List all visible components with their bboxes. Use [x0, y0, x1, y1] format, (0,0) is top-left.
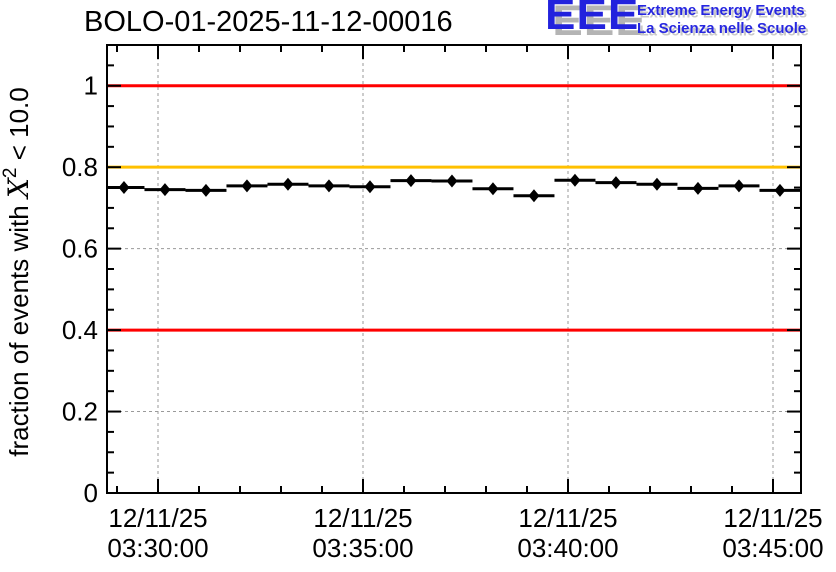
x-tick-date: 12/11/25 — [518, 503, 617, 533]
y-tick-label: 0.4 — [62, 315, 98, 345]
y-axis-title-part: < 10.0 — [4, 87, 34, 167]
x-tick-date: 12/11/25 — [723, 503, 822, 533]
x-tick-time: 03:35:00 — [312, 533, 413, 563]
data-point — [159, 183, 171, 197]
y-axis-title-part: 2 — [0, 168, 21, 179]
data-point — [405, 174, 417, 188]
x-tick-date: 12/11/25 — [108, 503, 207, 533]
eee-logo-text: Extreme Energy Events La Scienza nelle S… — [637, 2, 806, 38]
y-tick-label: 0 — [84, 478, 98, 508]
eee-logo-line1: Extreme Energy Events — [637, 2, 805, 19]
data-point — [692, 181, 704, 195]
data-point — [733, 179, 745, 193]
data-point — [651, 177, 663, 191]
y-tick-label: 0.6 — [62, 234, 98, 264]
y-axis-title-part: fraction of events with — [4, 198, 34, 457]
data-point — [774, 183, 786, 197]
data-point — [200, 183, 212, 197]
x-tick-time: 03:40:00 — [517, 533, 618, 563]
data-point — [364, 180, 376, 194]
y-tick-label: 1 — [84, 71, 98, 101]
data-point — [528, 189, 540, 203]
data-point — [118, 181, 130, 195]
data-point — [446, 174, 458, 188]
y-axis-title: fraction of events with X2 < 10.0 — [0, 87, 35, 456]
eee-logo-line2: La Scienza nelle Scuole — [637, 20, 807, 37]
data-point — [323, 179, 335, 193]
data-point — [241, 179, 253, 193]
data-point — [487, 182, 499, 196]
chart-title: BOLO-01-2025-11-12-00016 — [84, 6, 453, 38]
x-tick-time: 03:45:00 — [722, 533, 823, 563]
y-axis-title-part: X — [2, 177, 35, 200]
y-tick-label: 0.8 — [62, 152, 98, 182]
x-tick-date: 12/11/25 — [313, 503, 412, 533]
x-tick-time: 03:30:00 — [107, 533, 208, 563]
data-point — [569, 173, 581, 187]
data-point — [282, 177, 294, 191]
data-point — [610, 176, 622, 190]
eee-logo-acronym: EEE — [545, 0, 640, 39]
y-tick-label: 0.2 — [62, 397, 98, 427]
